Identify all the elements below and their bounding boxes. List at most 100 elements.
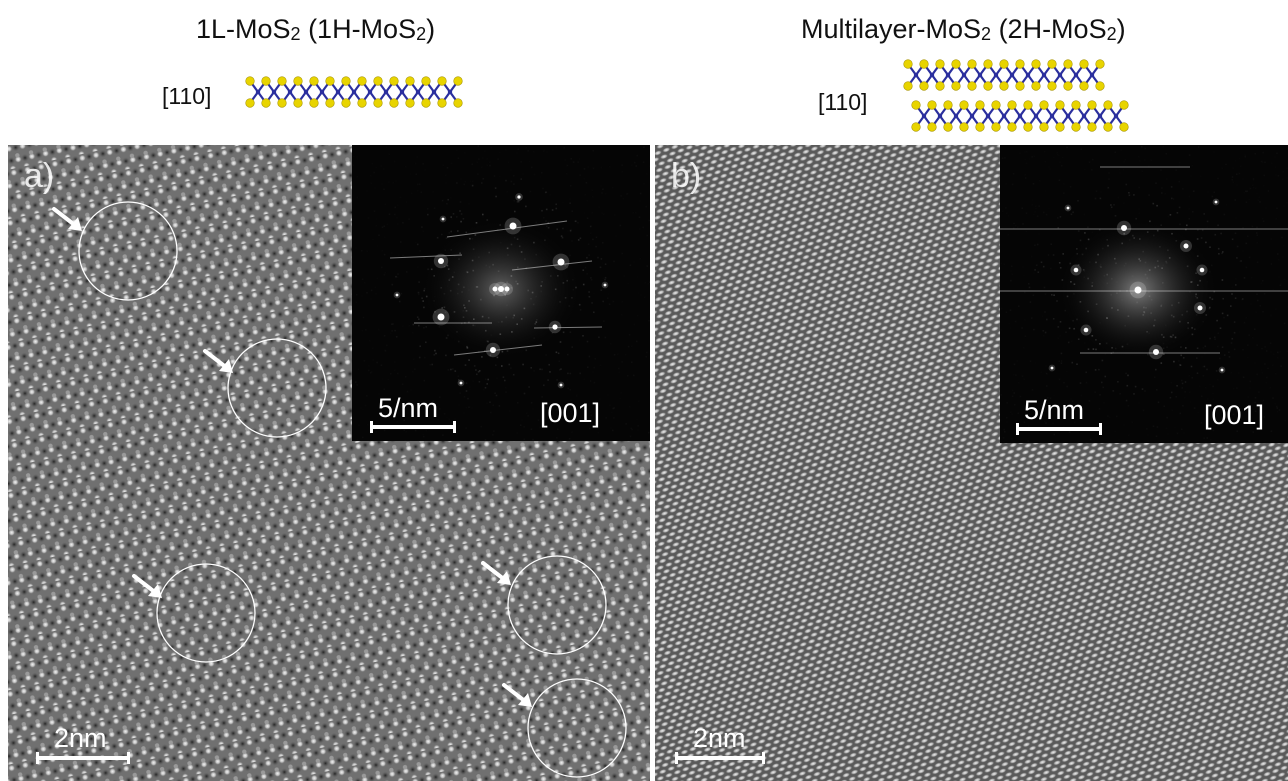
sulfur-atom: [983, 81, 993, 91]
sulfur-atom: [967, 59, 977, 69]
sulfur-atom: [389, 76, 399, 86]
sulfur-atom: [975, 122, 985, 132]
defect-arrow: [203, 349, 233, 373]
sulfur-atom: [919, 59, 929, 69]
sulfur-atom: [1047, 59, 1057, 69]
sulfur-atom: [991, 100, 1001, 110]
bilayer-top-structure-model: [903, 59, 1105, 91]
diffraction-spot: [1214, 200, 1218, 204]
panel-b-fft-inset: 5/nm [001]: [1000, 145, 1288, 443]
diffraction-spot: [459, 381, 463, 385]
fft-diffraction-pattern: [352, 145, 650, 441]
sulfur-atom: [927, 122, 937, 132]
sulfur-atom: [1007, 100, 1017, 110]
sulfur-atom: [959, 122, 969, 132]
sulfur-atom: [1031, 59, 1041, 69]
sulfur-atom: [309, 76, 319, 86]
sulfur-atom: [421, 98, 431, 108]
sulfur-atom: [959, 100, 969, 110]
diffraction-spot: [492, 286, 498, 292]
sulfur-atom: [1055, 122, 1065, 132]
sulfur-atom: [405, 98, 415, 108]
sulfur-atom: [437, 76, 447, 86]
sulfur-atom: [1087, 100, 1097, 110]
left-title-sub1: 2: [290, 24, 301, 44]
panel-a-scale-label: 2nm: [54, 723, 107, 753]
left-title-prefix: 1L-MoS: [196, 14, 291, 44]
fft-streak: [389, 254, 463, 259]
atom-chain: [245, 76, 463, 108]
diffraction-spot: [504, 286, 510, 292]
panel-b-scale-label: 2nm: [693, 723, 746, 753]
sulfur-atom: [325, 76, 335, 86]
sulfur-atom: [357, 98, 367, 108]
defect-circle: [78, 201, 178, 301]
sulfur-atom: [453, 98, 463, 108]
fft-streak: [453, 344, 543, 356]
right-title: Multilayer-MoS2 (2H-MoS2): [801, 14, 1126, 45]
sulfur-atom: [967, 81, 977, 91]
diffraction-spot: [1220, 368, 1224, 372]
fft-streak: [446, 220, 568, 238]
diffraction-spot: [509, 222, 517, 230]
sulfur-atom: [903, 59, 913, 69]
diffraction-spot: [490, 347, 496, 353]
sulfur-atom: [261, 98, 271, 108]
diffraction-spot: [441, 217, 445, 221]
diffraction-spot: [1073, 267, 1079, 273]
left-zone-axis: [110]: [162, 83, 212, 109]
sulfur-atom: [1015, 81, 1025, 91]
sulfur-atom: [261, 76, 271, 86]
sulfur-atom: [1007, 122, 1017, 132]
sulfur-atom: [277, 76, 287, 86]
atom-chain: [911, 100, 1129, 132]
sulfur-atom: [951, 81, 961, 91]
sulfur-atom: [1055, 100, 1065, 110]
sulfur-atom: [943, 100, 953, 110]
sulfur-atom: [421, 76, 431, 86]
panel-b-label: b): [671, 157, 702, 195]
diffraction-spot: [437, 313, 445, 321]
panel-b-hrtem-image: b) 5/nm [001] 2nm: [655, 145, 1288, 781]
diffraction-spot: [559, 383, 563, 387]
defect-arrow: [132, 574, 162, 598]
left-title-end: ): [426, 14, 436, 44]
left-title-sub2: 2: [416, 24, 427, 44]
sulfur-atom: [453, 76, 463, 86]
sulfur-atom: [293, 98, 303, 108]
sulfur-atom: [277, 98, 287, 108]
sulfur-atom: [373, 76, 383, 86]
panel-b-scale-bar: [675, 752, 765, 764]
fft-streak: [533, 326, 603, 329]
sulfur-atom: [911, 122, 921, 132]
sulfur-atom: [983, 59, 993, 69]
diffraction-spot: [1121, 225, 1127, 231]
sulfur-atom: [373, 98, 383, 108]
sulfur-atom: [903, 81, 913, 91]
sulfur-atom: [1023, 122, 1033, 132]
sulfur-atom: [1103, 100, 1113, 110]
panel-a-label: a): [24, 157, 55, 195]
sulfur-atom: [1071, 100, 1081, 110]
panel-a-scale-bar: [36, 752, 130, 764]
fft-diffraction-pattern: [1000, 145, 1288, 443]
sulfur-atom: [943, 122, 953, 132]
left-title-mid: (1H-MoS: [300, 14, 417, 44]
sulfur-atom: [1023, 100, 1033, 110]
defect-annotations: [52, 201, 627, 778]
right-title-prefix: Multilayer-MoS: [801, 14, 982, 44]
sulfur-atom: [1095, 59, 1105, 69]
sulfur-atom: [919, 81, 929, 91]
fft-b-scale-bar: [1016, 423, 1102, 435]
sulfur-atom: [1103, 122, 1113, 132]
diffraction-spot: [1134, 286, 1142, 294]
sulfur-atom: [325, 98, 335, 108]
diffraction-spot: [1083, 327, 1089, 333]
diffraction-spot: [1066, 206, 1070, 210]
sulfur-atom: [935, 59, 945, 69]
sulfur-atom: [1095, 81, 1105, 91]
sulfur-atom: [1047, 81, 1057, 91]
fft-b-scale-label: 5/nm: [1024, 395, 1085, 425]
sulfur-atom: [1119, 100, 1129, 110]
sulfur-atom: [357, 76, 367, 86]
